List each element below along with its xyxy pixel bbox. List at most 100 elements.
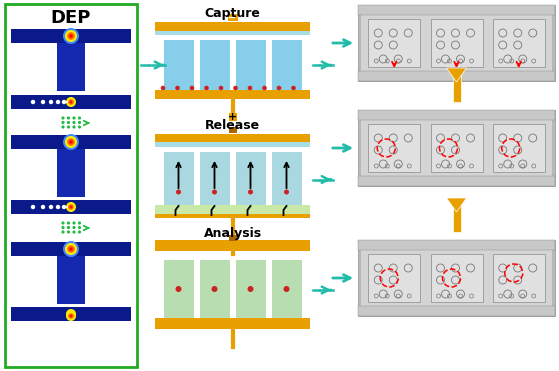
Bar bbox=[155, 240, 310, 251]
Circle shape bbox=[67, 32, 75, 40]
Circle shape bbox=[70, 315, 72, 317]
Circle shape bbox=[61, 116, 65, 119]
Bar bbox=[358, 176, 555, 186]
Bar bbox=[358, 240, 555, 316]
Circle shape bbox=[66, 206, 68, 208]
Bar bbox=[155, 22, 310, 31]
Bar bbox=[11, 242, 131, 256]
Bar bbox=[11, 200, 131, 214]
Circle shape bbox=[70, 35, 72, 37]
Circle shape bbox=[67, 116, 70, 119]
Circle shape bbox=[176, 190, 181, 194]
Circle shape bbox=[69, 100, 73, 104]
Circle shape bbox=[61, 230, 65, 234]
Bar bbox=[358, 71, 555, 81]
Bar bbox=[11, 29, 131, 43]
Circle shape bbox=[65, 243, 77, 255]
Circle shape bbox=[67, 230, 70, 234]
Circle shape bbox=[88, 340, 98, 350]
Circle shape bbox=[73, 221, 75, 224]
Circle shape bbox=[160, 86, 165, 90]
Circle shape bbox=[248, 286, 253, 292]
Circle shape bbox=[78, 125, 81, 129]
Circle shape bbox=[175, 86, 180, 90]
Bar bbox=[155, 205, 310, 216]
Circle shape bbox=[68, 311, 74, 317]
Circle shape bbox=[66, 101, 68, 103]
Circle shape bbox=[44, 340, 54, 350]
Bar bbox=[358, 5, 555, 15]
Circle shape bbox=[49, 205, 53, 209]
Circle shape bbox=[65, 136, 77, 148]
Bar bbox=[361, 116, 552, 180]
Circle shape bbox=[73, 230, 75, 234]
Bar bbox=[155, 318, 310, 329]
Circle shape bbox=[70, 248, 72, 250]
Circle shape bbox=[204, 86, 209, 90]
Circle shape bbox=[63, 134, 79, 150]
Bar bbox=[155, 142, 310, 147]
Circle shape bbox=[61, 221, 65, 224]
Text: −: − bbox=[229, 13, 236, 23]
Circle shape bbox=[66, 202, 76, 212]
Bar bbox=[229, 240, 236, 248]
Circle shape bbox=[62, 205, 66, 209]
Bar bbox=[163, 152, 193, 205]
Circle shape bbox=[73, 121, 75, 124]
Bar bbox=[235, 260, 266, 318]
Bar bbox=[358, 240, 555, 250]
Circle shape bbox=[248, 86, 252, 90]
Circle shape bbox=[69, 246, 73, 252]
Circle shape bbox=[70, 313, 72, 315]
Bar bbox=[11, 135, 131, 149]
Bar bbox=[228, 14, 238, 21]
Circle shape bbox=[67, 221, 70, 224]
Bar bbox=[358, 5, 555, 81]
Circle shape bbox=[78, 121, 81, 124]
Circle shape bbox=[78, 226, 81, 229]
Circle shape bbox=[284, 190, 289, 194]
Circle shape bbox=[70, 206, 72, 208]
Circle shape bbox=[65, 30, 77, 42]
Bar bbox=[163, 40, 193, 90]
Circle shape bbox=[69, 314, 73, 318]
Bar bbox=[57, 149, 85, 197]
Bar bbox=[430, 124, 482, 172]
Circle shape bbox=[61, 121, 65, 124]
Circle shape bbox=[56, 100, 60, 104]
Bar bbox=[200, 40, 230, 90]
Bar bbox=[368, 124, 420, 172]
Circle shape bbox=[69, 139, 73, 144]
Bar bbox=[235, 40, 266, 90]
Circle shape bbox=[283, 286, 290, 292]
Circle shape bbox=[69, 205, 73, 209]
Circle shape bbox=[291, 86, 296, 90]
Circle shape bbox=[67, 125, 70, 129]
Circle shape bbox=[73, 116, 75, 119]
Circle shape bbox=[63, 28, 79, 44]
Circle shape bbox=[49, 100, 53, 104]
Polygon shape bbox=[447, 198, 467, 212]
Circle shape bbox=[277, 86, 281, 90]
Circle shape bbox=[219, 86, 223, 90]
Bar bbox=[361, 11, 552, 75]
Bar bbox=[235, 152, 266, 205]
Circle shape bbox=[22, 340, 32, 350]
Bar bbox=[11, 307, 131, 321]
Bar bbox=[358, 110, 555, 186]
Text: +: + bbox=[228, 112, 237, 122]
Bar bbox=[272, 152, 301, 205]
Circle shape bbox=[190, 86, 195, 90]
Circle shape bbox=[67, 138, 75, 146]
Circle shape bbox=[69, 312, 73, 316]
Circle shape bbox=[70, 101, 72, 103]
Circle shape bbox=[61, 226, 65, 229]
Bar bbox=[272, 260, 301, 318]
Circle shape bbox=[69, 33, 73, 39]
Circle shape bbox=[262, 86, 267, 90]
Bar bbox=[358, 110, 555, 120]
Bar bbox=[163, 260, 193, 318]
Circle shape bbox=[67, 245, 75, 253]
Circle shape bbox=[62, 100, 66, 104]
Circle shape bbox=[61, 125, 65, 129]
